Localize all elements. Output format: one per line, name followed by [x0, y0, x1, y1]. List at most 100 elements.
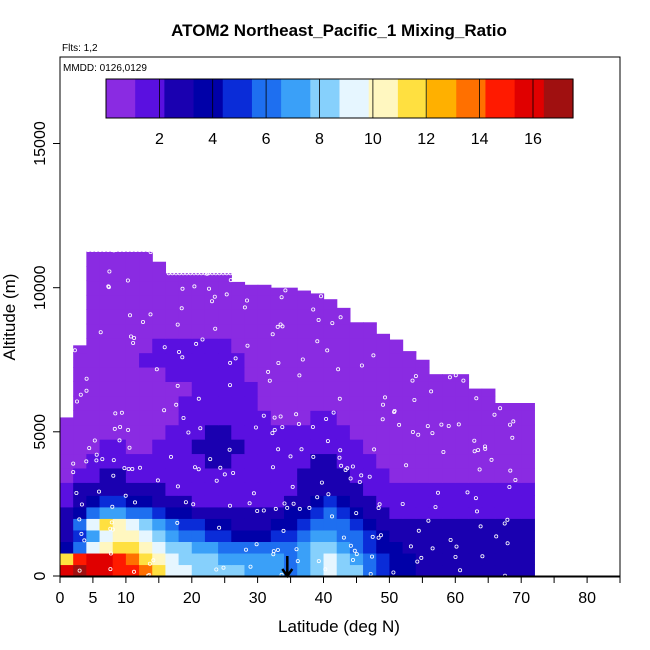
heatmap-cell — [428, 518, 443, 531]
heatmap-cell — [284, 381, 298, 397]
heatmap-cell — [178, 552, 193, 566]
heatmap-cell — [376, 424, 391, 440]
heatmap-cell — [60, 424, 74, 440]
heatmap-cell — [481, 482, 496, 496]
heatmap-cell — [521, 403, 535, 411]
heatmap-cell — [428, 467, 443, 483]
heatmap-cell — [244, 506, 259, 519]
observation-point — [72, 348, 77, 353]
heatmap-cell — [402, 424, 417, 440]
observation-point — [404, 463, 409, 468]
colorbar-segment — [485, 79, 516, 118]
heatmap-cell — [99, 280, 114, 296]
observation-point — [112, 426, 117, 431]
observation-point — [147, 561, 152, 566]
heatmap-cell — [376, 552, 391, 566]
heatmap-cell — [125, 280, 140, 296]
heatmap-cell — [389, 339, 404, 354]
heatmap-cell — [218, 467, 232, 483]
heatmap-cell — [231, 281, 246, 296]
observation-point — [217, 271, 222, 276]
heatmap-cell — [244, 309, 259, 325]
observation-point — [118, 248, 122, 253]
heatmap-cell — [112, 541, 127, 554]
heatmap-cell — [363, 541, 377, 554]
heatmap-cell — [204, 495, 219, 508]
heatmap-cell — [481, 467, 496, 483]
observation-point — [155, 478, 160, 483]
heatmap-cell — [139, 294, 153, 310]
heatmap-cell — [428, 374, 443, 382]
observation-point — [337, 455, 342, 460]
heatmap-cell — [165, 518, 180, 531]
observation-point — [372, 447, 377, 452]
heatmap-cell — [125, 439, 140, 455]
heatmap-cell — [139, 352, 153, 368]
observation-point — [285, 505, 290, 510]
heatmap-cell — [152, 395, 167, 411]
observation-point — [350, 558, 355, 563]
heatmap-cell — [402, 529, 417, 542]
colorbar-segment — [514, 79, 545, 118]
heatmap-cell — [521, 495, 535, 508]
heatmap-cell — [376, 518, 391, 531]
observation-point — [78, 248, 83, 253]
heatmap-cell — [310, 395, 325, 411]
heatmap-cell — [297, 410, 311, 426]
heatmap-cell — [218, 564, 232, 577]
heatmap-cell — [521, 541, 535, 554]
observation-point — [248, 564, 253, 569]
y-tick-label: 10000 — [32, 265, 49, 310]
heatmap-cell — [323, 529, 338, 542]
heatmap-cell — [455, 518, 470, 531]
observation-point — [270, 431, 275, 436]
heatmap-cell — [415, 410, 430, 426]
observation-point — [202, 271, 207, 276]
observation-point — [297, 373, 302, 378]
heatmap-cell — [284, 338, 298, 354]
heatmap-cell — [231, 366, 246, 382]
heatmap-cell — [363, 439, 377, 455]
heatmap-cell — [402, 495, 417, 508]
observation-point — [299, 447, 304, 452]
heatmap-cell — [270, 482, 285, 496]
heatmap-cell — [125, 518, 140, 531]
heatmap-cell — [257, 284, 272, 296]
observation-point — [461, 378, 466, 383]
x-axis-label: Latitude (deg N) — [278, 617, 400, 636]
heatmap-cell — [402, 381, 417, 397]
heatmap-cell — [165, 564, 180, 577]
heatmap-cell — [112, 352, 127, 368]
heatmap-cell — [297, 309, 311, 325]
heatmap-cell — [336, 395, 351, 411]
heatmap-cell — [363, 323, 377, 339]
heatmap-cell — [99, 251, 114, 267]
heatmap-cell — [178, 541, 193, 554]
heatmap-cell — [125, 410, 140, 426]
observation-point — [472, 438, 477, 443]
heatmap-cell — [310, 424, 325, 440]
heatmap-cell — [244, 495, 259, 508]
heatmap-cell — [389, 439, 404, 455]
observation-point — [179, 306, 184, 311]
colorbar-tick-label: 4 — [208, 131, 217, 148]
heatmap-cell — [270, 395, 285, 411]
heatmap-cell — [125, 266, 140, 282]
heatmap-cell — [494, 506, 509, 519]
heatmap-cell — [139, 529, 153, 542]
heatmap-cell — [86, 251, 101, 267]
heatmap-cell — [86, 381, 101, 397]
observation-point — [82, 538, 87, 543]
observation-point — [126, 427, 131, 432]
colorbar-frame — [105, 78, 574, 119]
heatmap-cell — [481, 453, 496, 469]
heatmap-cell — [349, 482, 364, 496]
observation-point — [339, 463, 344, 468]
observation-point — [416, 432, 421, 437]
heatmap-cell — [257, 541, 272, 554]
heatmap-cell — [231, 453, 246, 469]
observation-point — [222, 472, 227, 477]
heatmap-cell — [323, 323, 338, 339]
observation-point — [338, 448, 343, 453]
observation-point — [410, 429, 415, 434]
